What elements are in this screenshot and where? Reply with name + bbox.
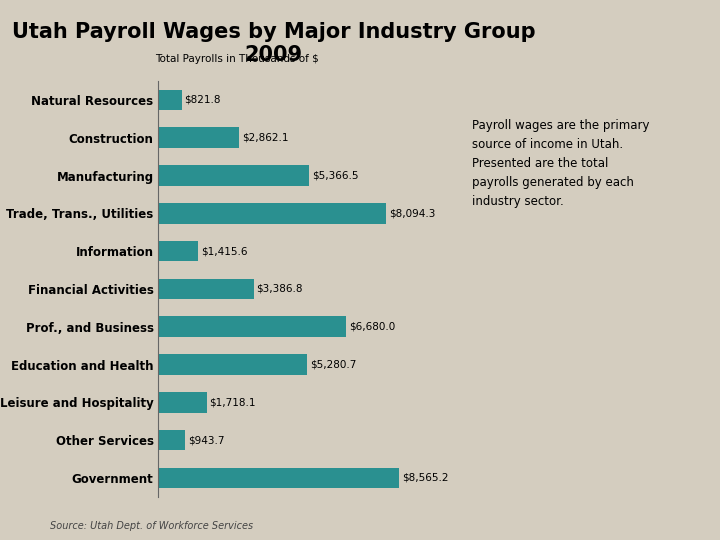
- Text: $2,862.1: $2,862.1: [242, 133, 288, 143]
- Bar: [158, 468, 399, 488]
- Text: Utah Payroll Wages by Major Industry Group
2009: Utah Payroll Wages by Major Industry Gro…: [12, 22, 536, 65]
- Bar: [158, 203, 386, 224]
- Text: $8,094.3: $8,094.3: [389, 208, 435, 218]
- Bar: [158, 316, 346, 337]
- Text: $1,415.6: $1,415.6: [201, 246, 248, 256]
- Text: $1,718.1: $1,718.1: [210, 397, 256, 407]
- Bar: [158, 354, 307, 375]
- Text: $5,366.5: $5,366.5: [312, 171, 359, 180]
- Bar: [158, 90, 181, 110]
- Text: $5,280.7: $5,280.7: [310, 360, 356, 369]
- Text: $943.7: $943.7: [188, 435, 224, 445]
- Bar: [158, 165, 310, 186]
- Text: $821.8: $821.8: [184, 95, 221, 105]
- Bar: [158, 392, 207, 413]
- Bar: [158, 430, 185, 450]
- Text: Total Payrolls in Thousands of $: Total Payrolls in Thousands of $: [156, 55, 319, 64]
- Text: Payroll wages are the primary
source of income in Utah.
Presented are the total
: Payroll wages are the primary source of …: [472, 119, 649, 208]
- Bar: [158, 241, 198, 261]
- Text: $8,565.2: $8,565.2: [402, 473, 449, 483]
- Bar: [158, 279, 253, 299]
- Text: $6,680.0: $6,680.0: [349, 322, 395, 332]
- Text: Source: Utah Dept. of Workforce Services: Source: Utah Dept. of Workforce Services: [50, 521, 253, 531]
- Text: $3,386.8: $3,386.8: [256, 284, 303, 294]
- Bar: [158, 127, 239, 148]
